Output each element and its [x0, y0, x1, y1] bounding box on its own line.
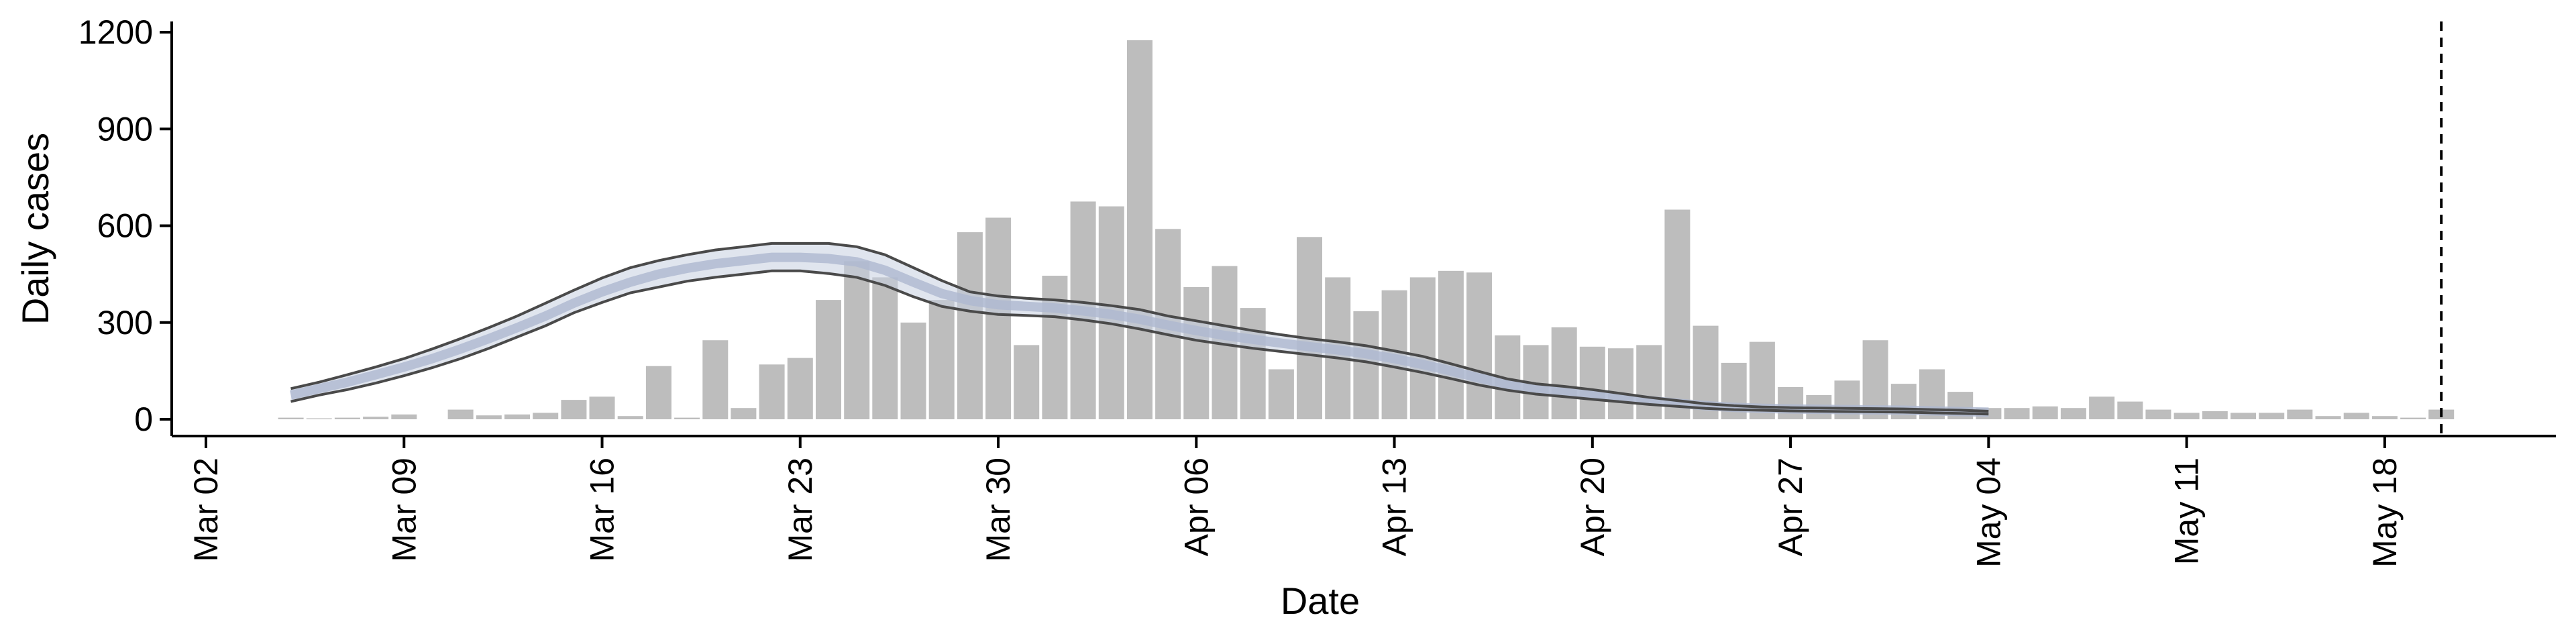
bar	[674, 417, 700, 419]
bar	[872, 277, 898, 419]
bar	[2231, 413, 2256, 419]
bar	[2315, 416, 2341, 419]
bar	[816, 300, 841, 419]
bar	[1042, 276, 1068, 419]
bar	[617, 416, 643, 419]
bar	[1551, 327, 1577, 419]
x-tick-label: Mar 09	[385, 458, 423, 562]
bar	[1438, 270, 1464, 419]
bar	[1579, 346, 1605, 419]
bar	[2004, 408, 2030, 419]
estimate-lower-line	[290, 269, 1989, 416]
y-axis-title: Daily cases	[14, 133, 56, 325]
bar	[1409, 277, 1436, 419]
bar	[1268, 369, 1294, 419]
x-tick-label: Apr 27	[1772, 458, 1809, 556]
bar	[2259, 413, 2285, 419]
bar	[278, 417, 304, 419]
estimate-center-line	[289, 252, 1989, 417]
bar	[2202, 411, 2228, 419]
bar	[391, 414, 417, 419]
bar	[2089, 396, 2115, 419]
bar	[1466, 272, 1493, 419]
bar	[2343, 413, 2369, 419]
x-tick-label: Apr 06	[1177, 458, 1215, 556]
bar	[928, 300, 955, 419]
bar	[2032, 406, 2058, 419]
bar	[1183, 286, 1210, 419]
y-ticks: 0 300 600 900 1200	[78, 13, 172, 438]
bar	[1664, 209, 1690, 419]
y-tick-label: 300	[97, 304, 153, 341]
bar	[957, 232, 983, 419]
bar	[1608, 348, 1633, 419]
bar	[1014, 345, 1040, 419]
x-tick-label: May 04	[1970, 458, 2007, 568]
estimate-band-layer	[289, 241, 1989, 417]
bar	[334, 417, 360, 419]
y-tick-label: 900	[97, 110, 153, 148]
bar	[1297, 237, 1322, 419]
bar	[844, 261, 870, 419]
bar	[645, 366, 672, 419]
bar	[1636, 345, 1662, 419]
x-tick-label: May 11	[2168, 458, 2206, 565]
bar	[731, 408, 757, 419]
bar	[2060, 408, 2086, 419]
bar	[1127, 40, 1152, 419]
x-ticks: Mar 02 Mar 09 Mar 16 Mar 23 Mar 30 Apr 06 Apr …	[187, 436, 2404, 568]
bar	[589, 396, 615, 419]
bar	[900, 322, 926, 420]
bar	[1240, 308, 1266, 419]
estimate-upper-line	[290, 241, 1989, 413]
bar	[1353, 311, 1379, 419]
bar	[447, 409, 474, 419]
x-tick-label: Mar 16	[584, 458, 621, 562]
y-tick-label: 1200	[78, 13, 153, 51]
bar	[702, 340, 729, 419]
bar	[2145, 409, 2171, 419]
x-tick-label: Mar 02	[187, 458, 225, 562]
y-tick-label: 0	[134, 400, 153, 438]
x-tick-label: May 18	[2366, 458, 2404, 568]
x-axis-title: Date	[1281, 580, 1360, 622]
x-tick-label: Apr 20	[1574, 458, 1611, 556]
bar	[476, 415, 502, 419]
bar	[787, 358, 813, 419]
bar	[759, 364, 785, 419]
x-tick-label: Apr 13	[1376, 458, 1413, 556]
bar	[1778, 386, 1804, 419]
bar	[2117, 401, 2143, 419]
bar	[561, 400, 587, 419]
bar	[363, 417, 389, 419]
x-tick-label: Mar 23	[782, 458, 819, 562]
bar	[2400, 417, 2426, 419]
bar	[985, 217, 1012, 419]
bar	[533, 413, 559, 419]
y-tick-label: 600	[97, 207, 153, 245]
bar	[504, 414, 530, 419]
bar	[2371, 416, 2398, 419]
bar	[2174, 413, 2200, 419]
bar	[2287, 409, 2313, 419]
x-tick-label: Mar 30	[979, 458, 1017, 562]
